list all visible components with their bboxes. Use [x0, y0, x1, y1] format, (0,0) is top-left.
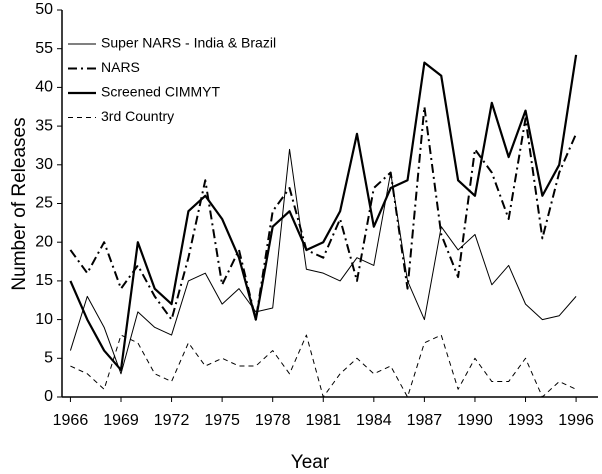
y-tick-label: 50	[35, 1, 53, 18]
x-tick-label: 1993	[508, 412, 544, 429]
x-tick-label: 1975	[204, 412, 240, 429]
y-tick-label: 30	[35, 156, 53, 173]
series-line	[69, 148, 577, 375]
y-tick-label: 55	[35, 40, 53, 57]
y-tick-label: 40	[35, 79, 53, 96]
x-tick-label: 1990	[457, 412, 493, 429]
x-tick-label: 1984	[356, 412, 392, 429]
x-axis-label: Year	[291, 452, 330, 473]
y-tick-label: 10	[35, 311, 53, 328]
y-tick-label: 35	[35, 117, 53, 134]
y-tick-label: 20	[35, 233, 53, 250]
y-tick-label: 15	[35, 272, 53, 289]
legend-label: 3rd Country	[101, 108, 174, 124]
x-tick-label: 1996	[558, 412, 594, 429]
x-tick-label: 1981	[305, 412, 341, 429]
y-tick-label: 0	[44, 388, 53, 405]
y-tick-label: 25	[35, 195, 53, 212]
x-tick-label: 1966	[53, 412, 89, 429]
legend-label: Screened CIMMYT	[101, 84, 220, 100]
x-tick-label: 1987	[407, 412, 443, 429]
x-tick-label: 1969	[103, 412, 139, 429]
series-line	[69, 54, 578, 372]
x-tick-label: 1978	[255, 412, 291, 429]
y-axis-label: Number of Releases	[9, 117, 30, 290]
series-line	[70, 334, 577, 398]
legend-label: NARS	[101, 59, 140, 75]
series-line	[69, 105, 578, 321]
y-tick-label: 5	[44, 350, 53, 367]
x-tick-label: 1972	[154, 412, 190, 429]
legend-label: Super NARS - India & Brazil	[101, 35, 276, 51]
